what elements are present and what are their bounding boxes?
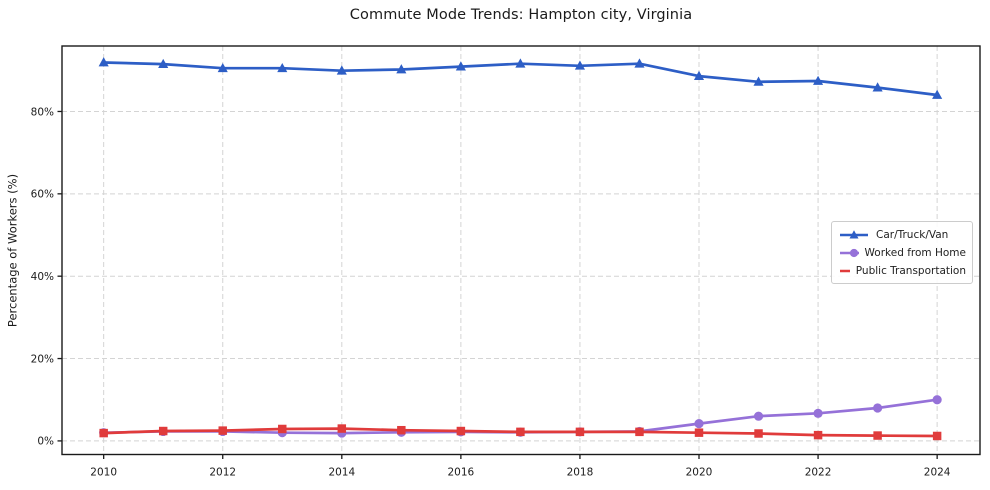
data-point-marker xyxy=(813,408,823,418)
y-tick-label: 0% xyxy=(37,436,54,448)
chart-title: Commute Mode Trends: Hampton city, Virgi… xyxy=(349,7,693,23)
data-point-marker xyxy=(813,75,824,85)
x-tick-label: 2024 xyxy=(924,467,951,479)
data-point-marker xyxy=(277,62,288,73)
y-tick-label: 20% xyxy=(31,353,54,365)
x-tick-label: 2022 xyxy=(805,467,832,479)
axes-spines xyxy=(61,45,981,456)
x-tick-label: 2016 xyxy=(448,467,475,479)
data-point-marker xyxy=(218,426,227,435)
data-point-marker xyxy=(99,428,108,438)
data-point-marker xyxy=(98,57,109,67)
data-point-marker xyxy=(396,64,407,74)
data-point-marker xyxy=(515,58,526,68)
legend-item: Car/Truck/Van xyxy=(838,227,966,242)
legend: Car/Truck/Van Worked from Home Public Tran… xyxy=(831,221,973,284)
data-point-marker xyxy=(158,58,169,69)
data-point-marker xyxy=(932,395,942,405)
data-point-marker xyxy=(278,424,287,434)
data-point-marker xyxy=(872,82,883,92)
x-tick-label: 2014 xyxy=(328,467,355,479)
data-point-marker xyxy=(753,411,764,421)
x-tick-label: 2020 xyxy=(686,467,713,479)
data-point-marker xyxy=(753,76,764,86)
data-point-marker xyxy=(849,229,859,238)
data-point-marker xyxy=(694,428,704,437)
data-point-marker xyxy=(455,61,466,71)
data-point-marker xyxy=(456,426,466,436)
data-point-marker xyxy=(158,426,168,436)
data-point-marker xyxy=(932,431,942,441)
data-point-marker xyxy=(575,427,585,437)
y-tick-label: 60% xyxy=(31,189,54,201)
legend-swatch-triangle-icon xyxy=(840,229,868,238)
legend-item: Public Transportation xyxy=(838,263,966,278)
y-tick-label: 40% xyxy=(31,271,54,283)
data-point-marker xyxy=(813,430,823,440)
data-point-marker xyxy=(932,89,943,99)
data-point-marker xyxy=(516,427,525,437)
x-tick-label: 2010 xyxy=(90,467,117,479)
legend-swatch-square-icon xyxy=(840,269,850,272)
x-tick-label: 2018 xyxy=(567,467,594,479)
data-point-marker xyxy=(635,427,644,437)
data-point-marker xyxy=(574,60,585,70)
legend-label: Car/Truck/Van xyxy=(876,228,949,241)
data-point-marker xyxy=(217,62,228,73)
data-point-marker xyxy=(397,425,406,435)
legend-label: Public Transportation xyxy=(855,264,966,277)
legend-label: Worked from Home xyxy=(864,246,966,259)
data-point-marker xyxy=(634,58,645,68)
data-point-marker xyxy=(873,403,883,413)
series-public-transportation xyxy=(99,424,942,441)
y-tick-label: 80% xyxy=(31,106,54,118)
data-point-marker xyxy=(754,429,763,438)
series-car-truck-van xyxy=(98,57,943,99)
data-point-marker xyxy=(693,70,705,80)
data-point-marker xyxy=(873,431,882,440)
data-point-marker xyxy=(336,65,347,75)
legend-item: Worked from Home xyxy=(838,245,966,260)
x-tick-label: 2012 xyxy=(209,467,236,479)
data-point-marker xyxy=(694,419,704,429)
data-point-marker xyxy=(849,248,859,257)
legend-swatch-circle-icon xyxy=(840,248,859,257)
data-point-marker xyxy=(337,424,347,433)
